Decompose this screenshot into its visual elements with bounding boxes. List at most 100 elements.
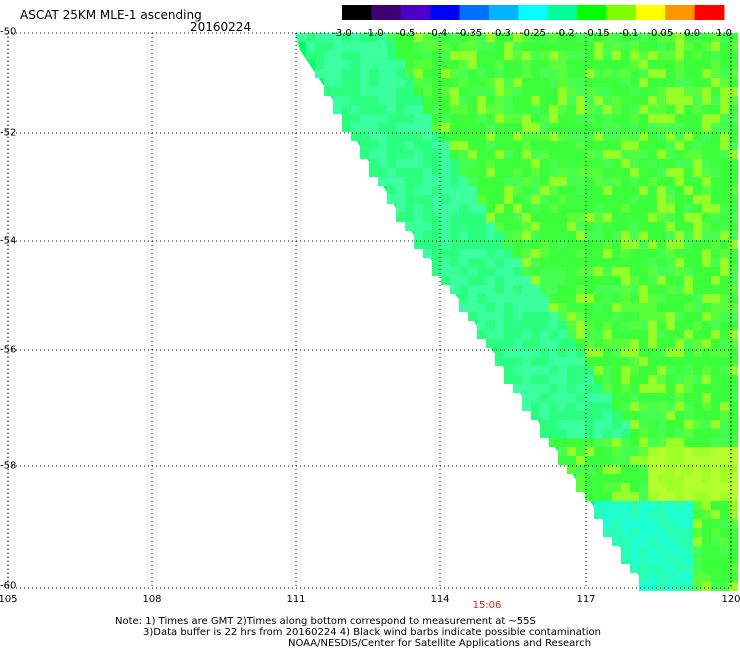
data-cell [477,285,486,294]
data-cell [702,411,711,420]
data-cell [585,51,594,60]
data-cell [594,258,603,267]
data-cell [549,249,558,258]
data-cell [540,51,549,60]
data-cell [648,384,657,393]
data-cell [648,51,657,60]
data-cell [729,573,738,582]
data-cell [531,105,540,114]
data-cell [450,33,459,42]
data-cell [729,240,738,249]
data-cell [567,114,576,123]
data-cell [675,474,684,483]
data-cell [441,87,450,96]
data-cell [504,69,513,78]
data-cell [693,195,702,204]
data-cell [531,294,540,303]
data-cell [729,105,738,114]
lon-label-117: 117 [576,594,596,605]
data-cell [414,60,423,69]
data-cell [540,348,549,357]
data-cell [720,564,729,573]
data-cell [486,60,495,69]
data-cell [576,168,585,177]
data-cell [684,87,693,96]
data-cell [324,60,333,69]
product-date: 20160224 [190,20,252,34]
data-cell [711,303,720,312]
data-cell [540,141,549,150]
data-cell [630,87,639,96]
data-cell [603,78,612,87]
data-cell [477,231,486,240]
data-cell [513,186,522,195]
data-cell [522,159,531,168]
data-cell [639,348,648,357]
data-cell [648,366,657,375]
data-cell [432,33,441,42]
data-cell [513,258,522,267]
data-cell [585,195,594,204]
data-cell [486,267,495,276]
data-cell [414,204,423,213]
data-cell [531,159,540,168]
data-cell [702,582,711,591]
data-cell [657,483,666,492]
data-cell [567,42,576,51]
colorbar-swatch [635,5,666,20]
data-cell [648,168,657,177]
data-cell [720,195,729,204]
data-cell [522,330,531,339]
data-cell [711,105,720,114]
data-cell [540,240,549,249]
data-cell [585,339,594,348]
data-cell [693,510,702,519]
data-cell [729,357,738,366]
data-cell [612,465,621,474]
data-cell [657,465,666,474]
data-cell [423,69,432,78]
data-cell [684,222,693,231]
data-cell [666,501,675,510]
data-cell [594,87,603,96]
data-cell [585,132,594,141]
data-cell [675,429,684,438]
data-cell [558,321,567,330]
data-cell [549,438,558,447]
data-cell [549,312,558,321]
data-cell [567,465,576,474]
data-cell [585,312,594,321]
data-cell [369,96,378,105]
data-cell [612,186,621,195]
data-cell [693,528,702,537]
data-cell [360,51,369,60]
data-cell [612,78,621,87]
colorbar-tick-label: 0.0 [684,28,701,39]
data-cell [585,60,594,69]
data-cell [711,222,720,231]
data-cell [459,105,468,114]
data-cell [459,258,468,267]
data-cell [666,582,675,591]
data-cell [432,168,441,177]
data-cell [558,222,567,231]
data-cell [693,339,702,348]
data-cell [531,78,540,87]
data-cell [468,114,477,123]
data-cell [684,348,693,357]
data-cell [648,393,657,402]
data-cell [711,384,720,393]
data-cell [621,312,630,321]
data-cell [702,393,711,402]
data-cell [702,492,711,501]
data-cell [720,33,729,42]
data-cell [603,330,612,339]
data-cell [432,123,441,132]
data-cell [459,114,468,123]
data-cell [666,195,675,204]
data-cell [432,177,441,186]
data-cell [603,348,612,357]
data-cell [459,177,468,186]
data-cell [729,519,738,528]
data-cell [549,258,558,267]
